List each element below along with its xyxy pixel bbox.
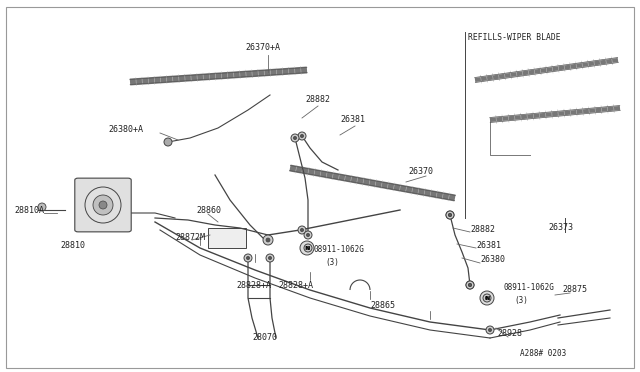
Ellipse shape [488, 328, 492, 331]
Ellipse shape [38, 203, 46, 211]
Bar [208, 228, 246, 248]
Text: 26381: 26381 [340, 115, 365, 125]
Ellipse shape [449, 214, 452, 217]
Ellipse shape [298, 132, 306, 140]
FancyBboxPatch shape [75, 178, 131, 232]
Text: 28875: 28875 [562, 285, 587, 295]
Ellipse shape [300, 228, 303, 232]
Text: 28882: 28882 [305, 96, 330, 105]
Ellipse shape [486, 326, 494, 334]
Text: (3): (3) [514, 295, 528, 305]
Ellipse shape [300, 241, 314, 255]
Ellipse shape [268, 256, 271, 260]
Text: 28828+A: 28828+A [278, 280, 313, 289]
Text: 28828+A: 28828+A [236, 280, 271, 289]
Ellipse shape [291, 134, 299, 142]
Text: N: N [304, 246, 310, 250]
Ellipse shape [307, 233, 310, 237]
Ellipse shape [246, 256, 250, 260]
Text: 26370: 26370 [408, 167, 433, 176]
Ellipse shape [99, 201, 107, 209]
Ellipse shape [446, 211, 454, 219]
Ellipse shape [468, 283, 472, 286]
Text: (3): (3) [325, 257, 339, 266]
Text: 28882: 28882 [470, 225, 495, 234]
Ellipse shape [468, 283, 472, 286]
Ellipse shape [466, 281, 474, 289]
Ellipse shape [266, 254, 274, 262]
Text: 28872M: 28872M [175, 234, 205, 243]
Text: 26380: 26380 [480, 256, 505, 264]
Ellipse shape [304, 244, 312, 252]
Ellipse shape [485, 296, 488, 299]
Text: 28860: 28860 [196, 205, 221, 215]
Ellipse shape [446, 211, 454, 219]
Text: 08911-1062G: 08911-1062G [503, 283, 554, 292]
Text: 26370+A: 26370+A [245, 44, 280, 52]
Text: 26381: 26381 [476, 241, 501, 250]
Ellipse shape [164, 138, 172, 146]
Text: A288# 0203: A288# 0203 [520, 350, 566, 359]
Ellipse shape [293, 137, 296, 140]
Text: 26380+A: 26380+A [108, 125, 143, 135]
Ellipse shape [263, 235, 273, 245]
Ellipse shape [300, 134, 303, 138]
Ellipse shape [466, 281, 474, 289]
Text: 28070: 28070 [252, 334, 277, 343]
Ellipse shape [244, 254, 252, 262]
Ellipse shape [298, 226, 306, 234]
Text: 26373: 26373 [548, 224, 573, 232]
Text: N: N [484, 295, 490, 301]
Text: 28810A: 28810A [14, 205, 44, 215]
Ellipse shape [449, 214, 452, 217]
Text: REFILLS-WIPER BLADE: REFILLS-WIPER BLADE [468, 33, 561, 42]
Text: 08911-1062G: 08911-1062G [314, 246, 365, 254]
Ellipse shape [307, 246, 310, 250]
Ellipse shape [93, 195, 113, 215]
Ellipse shape [266, 238, 270, 242]
Ellipse shape [304, 231, 312, 239]
Text: 28810: 28810 [60, 241, 85, 250]
Ellipse shape [483, 294, 491, 302]
Ellipse shape [480, 291, 494, 305]
Text: 28865: 28865 [370, 301, 395, 311]
Text: 28928: 28928 [497, 328, 522, 337]
